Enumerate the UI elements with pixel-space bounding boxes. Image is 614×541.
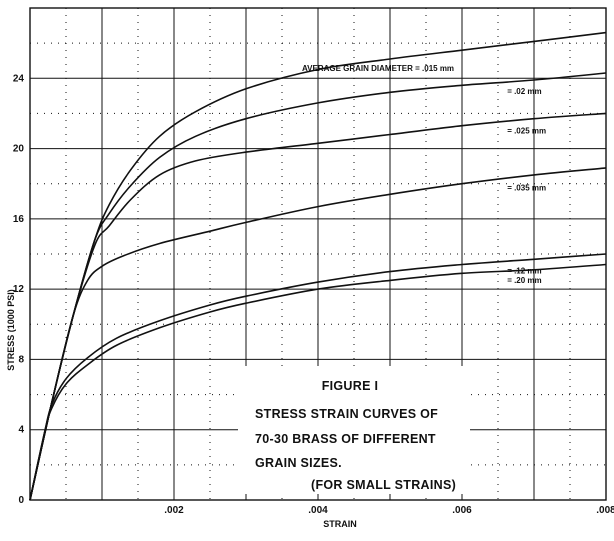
x-tick-label: .008	[596, 505, 614, 516]
curves	[29, 31, 607, 501]
series-line-4	[29, 167, 607, 501]
x-tick-label: .002	[164, 505, 184, 516]
y-tick-label: 12	[13, 284, 25, 295]
series-label-4: = .035 mm	[507, 183, 546, 192]
series-label-5: = .12 mm	[507, 266, 541, 275]
x-tick-label: .004	[308, 505, 328, 516]
tick-labels: 0 4 8 12 16 20 24 .002 .004 .006 .008	[13, 73, 614, 516]
y-tick-label: 24	[13, 73, 25, 84]
series-label-1: AVERAGE GRAIN DIAMETER = .015 mm	[302, 64, 454, 73]
series-labels: AVERAGE GRAIN DIAMETER = .015 mm = .02 mm…	[302, 64, 546, 285]
caption-line-1: STRESS STRAIN CURVES OF	[255, 407, 438, 421]
caption-line-2: 70-30 BRASS OF DIFFERENT	[255, 432, 436, 446]
caption-line-3: GRAIN SIZES.	[255, 456, 342, 470]
y-axis-label: STRESS (1000 PSI)	[6, 289, 16, 371]
series-label-2: = .02 mm	[507, 87, 541, 96]
figure-caption-box: FIGURE I STRESS STRAIN CURVES OF 70-30 B…	[238, 366, 470, 494]
figure-title: FIGURE I	[322, 379, 379, 393]
series-line-6	[29, 263, 607, 501]
caption-line-4: (FOR SMALL STRAINS)	[311, 478, 456, 492]
caption-background	[238, 366, 470, 494]
series-label-3: = .025 mm	[507, 127, 546, 136]
series-line-5	[29, 253, 607, 501]
series-label-6: = .20 mm	[507, 276, 541, 285]
y-tick-label: 20	[13, 144, 25, 155]
y-tick-label: 16	[13, 214, 25, 225]
y-tick-label: 8	[18, 354, 24, 365]
y-tick-label: 0	[18, 495, 24, 506]
x-axis-label: STRAIN	[323, 519, 357, 529]
y-tick-label: 4	[18, 425, 24, 436]
x-tick-label: .006	[452, 505, 472, 516]
